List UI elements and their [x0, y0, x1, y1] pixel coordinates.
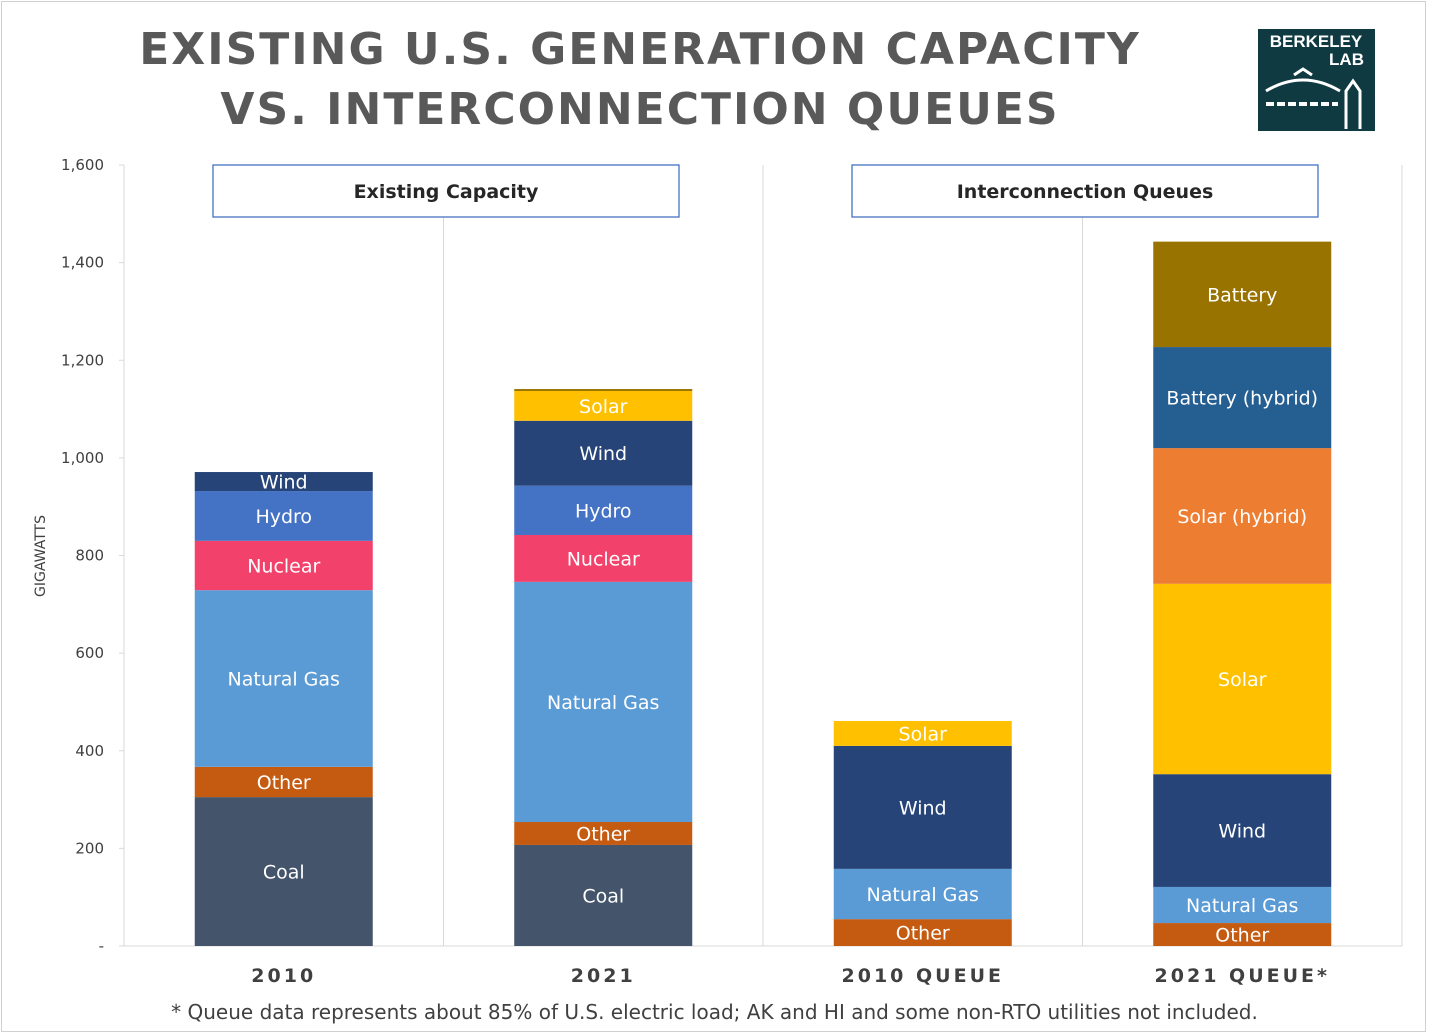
bar-segment-other: [1153, 923, 1332, 946]
data-label: Battery: [1207, 284, 1277, 306]
bar-segment-other: [833, 919, 1012, 946]
group-label: Interconnection Queues: [957, 181, 1214, 203]
bar-segment-wind: [514, 420, 693, 486]
y-axis-label: GIGAWATTS: [33, 515, 49, 597]
bar-segment-solar: [1153, 583, 1332, 775]
bar-segment-other: [194, 766, 373, 798]
y-tick-label: 600: [75, 644, 104, 662]
y-tick-label: -: [99, 937, 104, 955]
bar-segment-natural-gas: [514, 581, 693, 823]
data-label: Wind: [899, 797, 947, 819]
bar-segment-wind: [1153, 774, 1332, 887]
data-label: Coal: [263, 862, 305, 884]
data-label: Solar: [899, 723, 948, 745]
data-label: Nuclear: [247, 556, 320, 578]
bar-segment-natural-gas: [1153, 886, 1332, 924]
data-label: Other: [896, 923, 950, 945]
bar-segment-hydro: [514, 485, 693, 535]
data-label: Wind: [260, 472, 308, 494]
y-tick-label: 200: [75, 839, 104, 857]
data-label: Natural Gas: [547, 692, 659, 714]
chart-title-line-1: EXISTING U.S. GENERATION CAPACITY: [139, 24, 1141, 75]
data-label: Natural Gas: [228, 669, 340, 691]
y-tick-label: 400: [75, 742, 104, 760]
data-label: Solar: [579, 396, 628, 418]
data-label: Hydro: [575, 500, 632, 522]
data-label: Other: [576, 823, 630, 845]
data-label: Other: [1215, 925, 1269, 947]
chart-title-line-2: VS. INTERCONNECTION QUEUES: [220, 84, 1060, 135]
bar-segment-solar: [833, 720, 1012, 746]
x-tick-label: 2010: [251, 965, 316, 987]
footnote: * Queue data represents about 85% of U.S…: [171, 1000, 1258, 1024]
data-label: Wind: [579, 443, 627, 465]
berkeley-lab-logo: BERKELEY LAB: [1258, 29, 1375, 131]
y-tick-label: 1,600: [61, 156, 104, 174]
y-tick-label: 1,000: [61, 449, 104, 467]
bar-segment-solar-hybrid-: [1153, 448, 1332, 584]
data-label: Wind: [1218, 821, 1266, 843]
bar-segment-battery: [514, 389, 693, 392]
svg-text:BERKELEY: BERKELEY: [1270, 32, 1363, 51]
x-tick-label: 2010 QUEUE: [842, 965, 1004, 987]
x-tick-label: 2021 QUEUE*: [1155, 965, 1330, 987]
svg-text:LAB: LAB: [1329, 50, 1364, 69]
data-label: Solar (hybrid): [1177, 506, 1307, 528]
group-label-box: [212, 164, 680, 218]
bar-segment-battery-hybrid-: [1153, 347, 1332, 449]
data-label: Natural Gas: [1186, 895, 1298, 917]
data-label: Coal: [582, 885, 624, 907]
bar-segment-hydro: [194, 491, 373, 541]
bar-segment-wind: [194, 472, 373, 492]
bar-segment-other: [514, 822, 693, 845]
bar-segment-natural-gas: [194, 590, 373, 767]
bar-segment-wind: [833, 745, 1012, 869]
y-tick-label: 800: [75, 547, 104, 565]
bar-segment-solar: [514, 391, 693, 421]
group-label-box: [851, 164, 1319, 218]
bar-segment-battery: [1153, 241, 1332, 348]
bar-segment-coal: [194, 797, 373, 946]
data-label: Natural Gas: [867, 884, 979, 906]
data-label: Hydro: [255, 506, 312, 528]
x-tick-label: 2021: [571, 965, 636, 987]
bar-segment-nuclear: [194, 540, 373, 591]
data-label: Solar: [1218, 669, 1267, 691]
data-label: Other: [257, 772, 311, 794]
bar-segment-coal: [514, 844, 693, 946]
y-tick-label: 1,400: [61, 254, 104, 272]
bar-segment-natural-gas: [833, 868, 1012, 920]
data-label: Battery (hybrid): [1166, 388, 1318, 410]
y-tick-label: 1,200: [61, 351, 104, 369]
data-label: Nuclear: [567, 548, 640, 570]
bar-segment-nuclear: [514, 534, 693, 582]
group-label: Existing Capacity: [354, 181, 539, 203]
